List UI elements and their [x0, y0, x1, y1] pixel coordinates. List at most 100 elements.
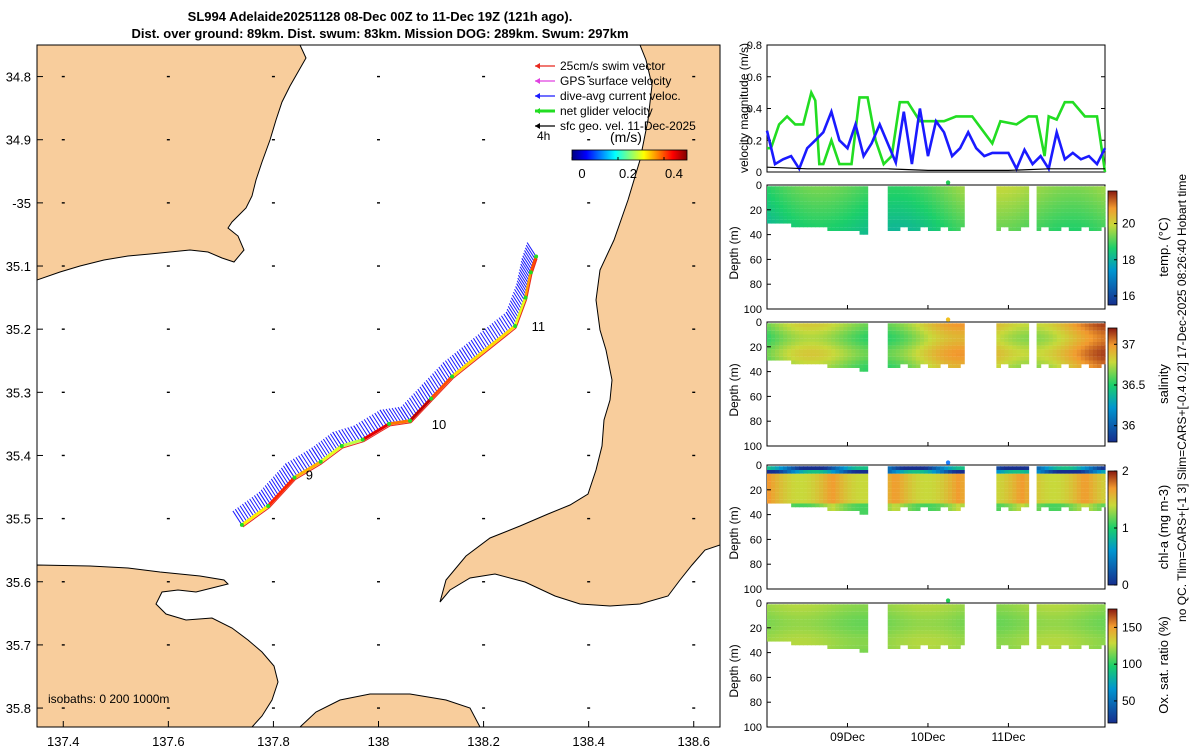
profile-cell: [779, 466, 784, 471]
profile-cell: [1016, 208, 1022, 213]
profile-cell: [791, 327, 796, 331]
profile-cell: [1016, 488, 1022, 493]
profile-cell: [899, 630, 905, 635]
profile-cell: [907, 492, 913, 497]
profile-cell: [1036, 626, 1042, 631]
profile-cell: [799, 201, 804, 205]
profile-cell: [899, 360, 905, 365]
profile-cell: [1016, 323, 1022, 328]
profile-cell: [919, 334, 925, 339]
current-vector: [344, 428, 355, 443]
profile-cell: [1100, 615, 1106, 620]
profile-cell: [827, 208, 832, 213]
profile-cell: [956, 619, 961, 623]
profile-cell: [903, 353, 909, 357]
profile-cell: [895, 341, 901, 346]
profile-cell: [919, 216, 925, 220]
current-vector: [311, 447, 322, 463]
profile-cell: [1064, 345, 1070, 350]
profile-cell: [903, 201, 909, 205]
profile-cell: [1088, 466, 1094, 471]
profile-cell: [1072, 338, 1078, 342]
profile-cell: [1048, 608, 1054, 612]
profile-cell: [1008, 496, 1014, 500]
profile-cell: [863, 190, 869, 194]
profile-cell: [996, 219, 1001, 224]
profile-cell: [936, 611, 941, 616]
profile-cell: [1064, 466, 1070, 471]
profile-cell: [1096, 611, 1102, 616]
profile-cell: [899, 496, 905, 500]
profile-cell: [891, 345, 897, 350]
profile-cell: [859, 360, 865, 365]
profile-cell: [1100, 499, 1106, 504]
profile-cell: [835, 338, 841, 342]
profile-cell: [791, 503, 796, 508]
profile-cell: [811, 197, 816, 202]
profile-cell: [1072, 473, 1078, 478]
profile-cell: [847, 353, 853, 357]
profile-cell: [1096, 345, 1102, 350]
profile-cell: [1052, 208, 1058, 213]
profile-cell: [795, 360, 800, 365]
profile-cell: [839, 473, 845, 478]
profile-cell: [1076, 360, 1082, 365]
profile-cell: [1000, 341, 1006, 346]
profile-cell: [803, 608, 808, 612]
profile-cell: [815, 186, 820, 191]
profile-cell: [1096, 186, 1102, 191]
profile-cell: [1020, 334, 1026, 339]
profile-cell: [915, 341, 921, 346]
profile-cell: [915, 645, 921, 649]
profile-cell: [767, 349, 772, 354]
profile-cell: [960, 477, 965, 482]
profile-cell: [899, 356, 905, 361]
profile-cell: [956, 481, 961, 485]
profile-cell: [791, 496, 796, 500]
current-vector: [270, 478, 281, 494]
profile-cell: [1016, 349, 1022, 354]
profile-cell: [1044, 208, 1050, 213]
profile-cell: [1076, 608, 1082, 612]
profile-cell: [767, 323, 772, 328]
profile-cell: [895, 477, 901, 482]
profile-cell: [891, 499, 897, 504]
profile-cell: [803, 360, 808, 365]
profile-cell: [948, 645, 953, 649]
profile-cell: [903, 630, 909, 635]
profile-cell: [1000, 615, 1006, 620]
profile-cell: [1036, 473, 1042, 478]
profile-cell: [827, 353, 832, 357]
profile-cell: [1016, 473, 1022, 478]
profile-cell: [1068, 216, 1074, 220]
profile-cell: [1060, 619, 1066, 623]
profile-cell: [923, 349, 929, 354]
profile-cell: [948, 323, 953, 328]
profile-cell: [996, 204, 1001, 209]
profile-cell: [855, 227, 861, 231]
profile-cell: [1076, 197, 1082, 202]
profile-cell: [931, 470, 937, 474]
profile-cell: [911, 193, 917, 198]
profile-cell: [919, 341, 925, 346]
profile-cell: [1092, 496, 1098, 500]
profile-cell: [1060, 626, 1066, 631]
profile-cell: [1080, 637, 1086, 642]
profile-cell: [907, 360, 913, 365]
profile-cell: [819, 216, 824, 220]
profile-cell: [1068, 484, 1074, 489]
profile-cell: [1064, 193, 1070, 198]
profile-cell: [1072, 630, 1078, 635]
profile-cell: [1044, 641, 1050, 646]
profile-cell: [1020, 201, 1026, 205]
profile-cell: [827, 212, 832, 217]
profile-cell: [863, 488, 869, 493]
profile-cell: [827, 330, 832, 335]
profile-cell: [1072, 341, 1078, 346]
profile-cell: [1048, 186, 1054, 191]
profile-cell: [1076, 356, 1082, 361]
profile-cell: [1084, 353, 1090, 357]
profile-cell: [936, 619, 941, 623]
profile-cell: [799, 626, 804, 631]
